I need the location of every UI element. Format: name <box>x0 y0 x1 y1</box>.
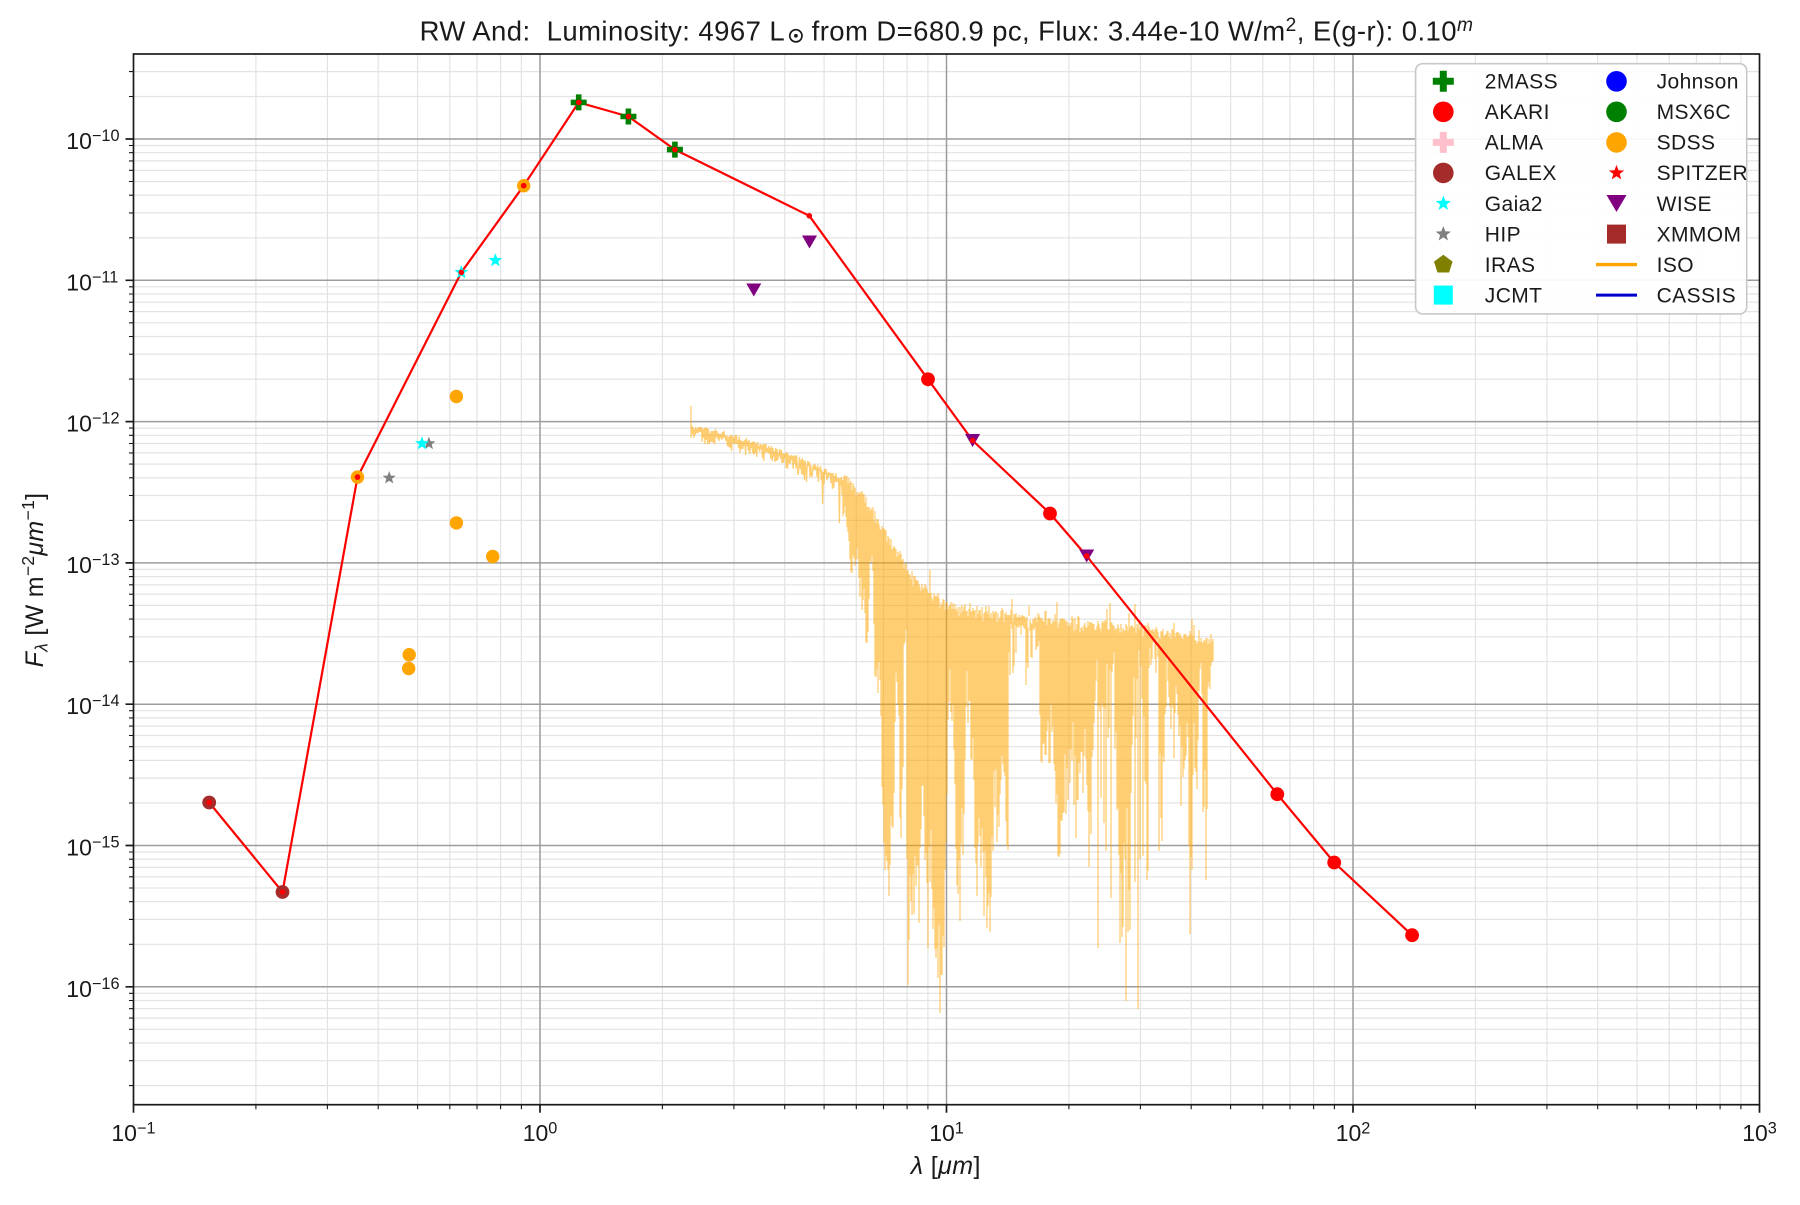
svg-text:HIP: HIP <box>1485 223 1521 246</box>
svg-text:10−10: 10−10 <box>66 127 119 154</box>
svg-text:JCMT: JCMT <box>1485 284 1543 307</box>
svg-text:CASSIS: CASSIS <box>1657 284 1736 307</box>
svg-text:SPITZER: SPITZER <box>1657 162 1748 185</box>
svg-text:ISO: ISO <box>1657 254 1694 277</box>
svg-text:2MASS: 2MASS <box>1485 71 1558 94</box>
svg-text:IRAS: IRAS <box>1485 254 1536 277</box>
svg-text:Gaia2: Gaia2 <box>1485 193 1543 216</box>
svg-text:GALEX: GALEX <box>1485 162 1557 185</box>
svg-text:Johnson: Johnson <box>1657 71 1739 94</box>
svg-text:RW And: Luminosity: 4967 L: RW And: Luminosity: 4967 L <box>420 15 785 46</box>
svg-text:XMMOM: XMMOM <box>1657 223 1742 246</box>
svg-text:MSX6C: MSX6C <box>1657 101 1731 124</box>
svg-text:Fλ [W m−2μm−1]: Fλ [W m−2μm−1] <box>18 493 52 668</box>
svg-text:AKARI: AKARI <box>1485 101 1550 124</box>
svg-text:WISE: WISE <box>1657 193 1712 216</box>
svg-text:ALMA: ALMA <box>1485 132 1544 155</box>
svg-text:SDSS: SDSS <box>1657 132 1716 155</box>
svg-text:from D=680.9 pc, Flux: 3.44e-1: from D=680.9 pc, Flux: 3.44e-10 W/m2, E(… <box>804 15 1474 46</box>
svg-text:λ [μm]: λ [μm] <box>909 1152 981 1180</box>
